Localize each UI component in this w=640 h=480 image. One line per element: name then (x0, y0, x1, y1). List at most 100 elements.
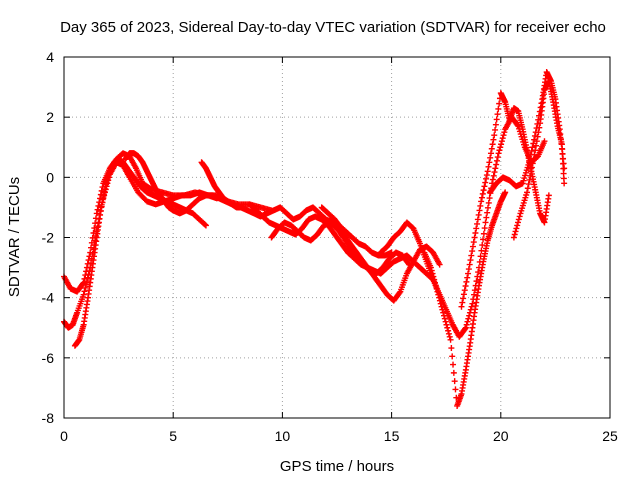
data-point (471, 234, 478, 241)
data-point (436, 294, 443, 301)
data-point (483, 175, 490, 182)
data-point (80, 291, 87, 298)
data-point (466, 261, 473, 268)
data-point (490, 136, 497, 143)
data-point (489, 176, 496, 183)
data-point (431, 276, 438, 283)
data-point (478, 194, 485, 201)
data-point (473, 225, 480, 232)
y-tick-label: -2 (42, 230, 55, 246)
data-point (526, 159, 533, 166)
data-point (484, 209, 491, 216)
data-point (396, 289, 403, 296)
data-point (527, 155, 534, 162)
y-tick-label: -4 (42, 290, 55, 306)
data-point (461, 287, 468, 294)
data-point (85, 271, 92, 278)
data-point (471, 287, 478, 294)
data-point (450, 361, 457, 368)
data-point (514, 222, 521, 229)
data-point (492, 121, 499, 128)
data-point (531, 132, 538, 139)
data-point (84, 274, 91, 281)
data-point (480, 236, 487, 243)
data-point (484, 204, 491, 211)
data-point (440, 309, 447, 316)
data-point (445, 327, 452, 334)
data-point (526, 176, 533, 183)
data-point (469, 243, 476, 250)
data-point (441, 315, 448, 322)
data-point (444, 324, 451, 331)
x-tick-label: 20 (493, 428, 509, 444)
data-point (459, 299, 466, 306)
data-point (449, 353, 456, 360)
data-point (435, 291, 442, 298)
data-point (545, 192, 552, 199)
data-point (513, 225, 520, 232)
data-point (514, 219, 521, 226)
data-point (465, 270, 472, 277)
data-point (485, 163, 492, 170)
data-point (512, 228, 519, 235)
data-point (495, 105, 502, 112)
series-sat-k (458, 90, 552, 310)
data-point (465, 315, 472, 322)
data-point (447, 336, 454, 343)
series-sat-i (377, 114, 548, 340)
x-tick-label: 25 (602, 428, 618, 444)
x-tick-label: 10 (275, 428, 291, 444)
data-point (462, 325, 469, 332)
y-tick-label: -6 (42, 350, 55, 366)
x-tick-label: 15 (384, 428, 400, 444)
data-point (499, 135, 506, 142)
data-point (468, 303, 475, 310)
series-sat-e (198, 159, 395, 259)
data-point (524, 185, 531, 192)
data-point (529, 144, 536, 151)
data-point (462, 324, 469, 331)
data-point (84, 260, 91, 267)
data-point (432, 279, 439, 286)
data-point (483, 214, 490, 221)
data-point (482, 179, 489, 186)
data-point (436, 261, 443, 268)
data-point (561, 180, 568, 187)
data-point (487, 150, 494, 157)
y-tick-label: 4 (46, 49, 54, 65)
data-point (498, 138, 505, 145)
data-point (501, 129, 508, 136)
data-point (467, 257, 474, 264)
data-point (469, 300, 476, 307)
data-point (470, 239, 477, 246)
data-point (480, 230, 487, 237)
data-point (534, 120, 541, 127)
data-point (452, 386, 459, 393)
data-point (90, 229, 97, 236)
data-point (488, 145, 495, 152)
data-point (531, 151, 538, 158)
data-point (430, 273, 437, 280)
data-point (446, 333, 453, 340)
data-point (492, 165, 499, 172)
x-tick-label: 5 (169, 428, 177, 444)
series-sat-h (318, 204, 443, 304)
y-axis-label: SDTVAR / TECUs (6, 177, 23, 297)
series-sat-a (61, 150, 275, 295)
data-point (463, 321, 470, 328)
data-point (453, 394, 460, 401)
series-sat-l (486, 69, 568, 196)
data-point (528, 148, 535, 155)
data-point (464, 274, 471, 281)
data-point (83, 281, 90, 288)
data-point (495, 150, 502, 157)
data-point (481, 225, 488, 232)
data-point (486, 159, 493, 166)
y-tick-label: 0 (46, 169, 54, 185)
data-point (445, 330, 452, 337)
data-point (460, 295, 467, 302)
data-point (515, 216, 522, 223)
data-point (494, 111, 501, 118)
data-point (491, 132, 498, 139)
data-point (493, 161, 500, 168)
